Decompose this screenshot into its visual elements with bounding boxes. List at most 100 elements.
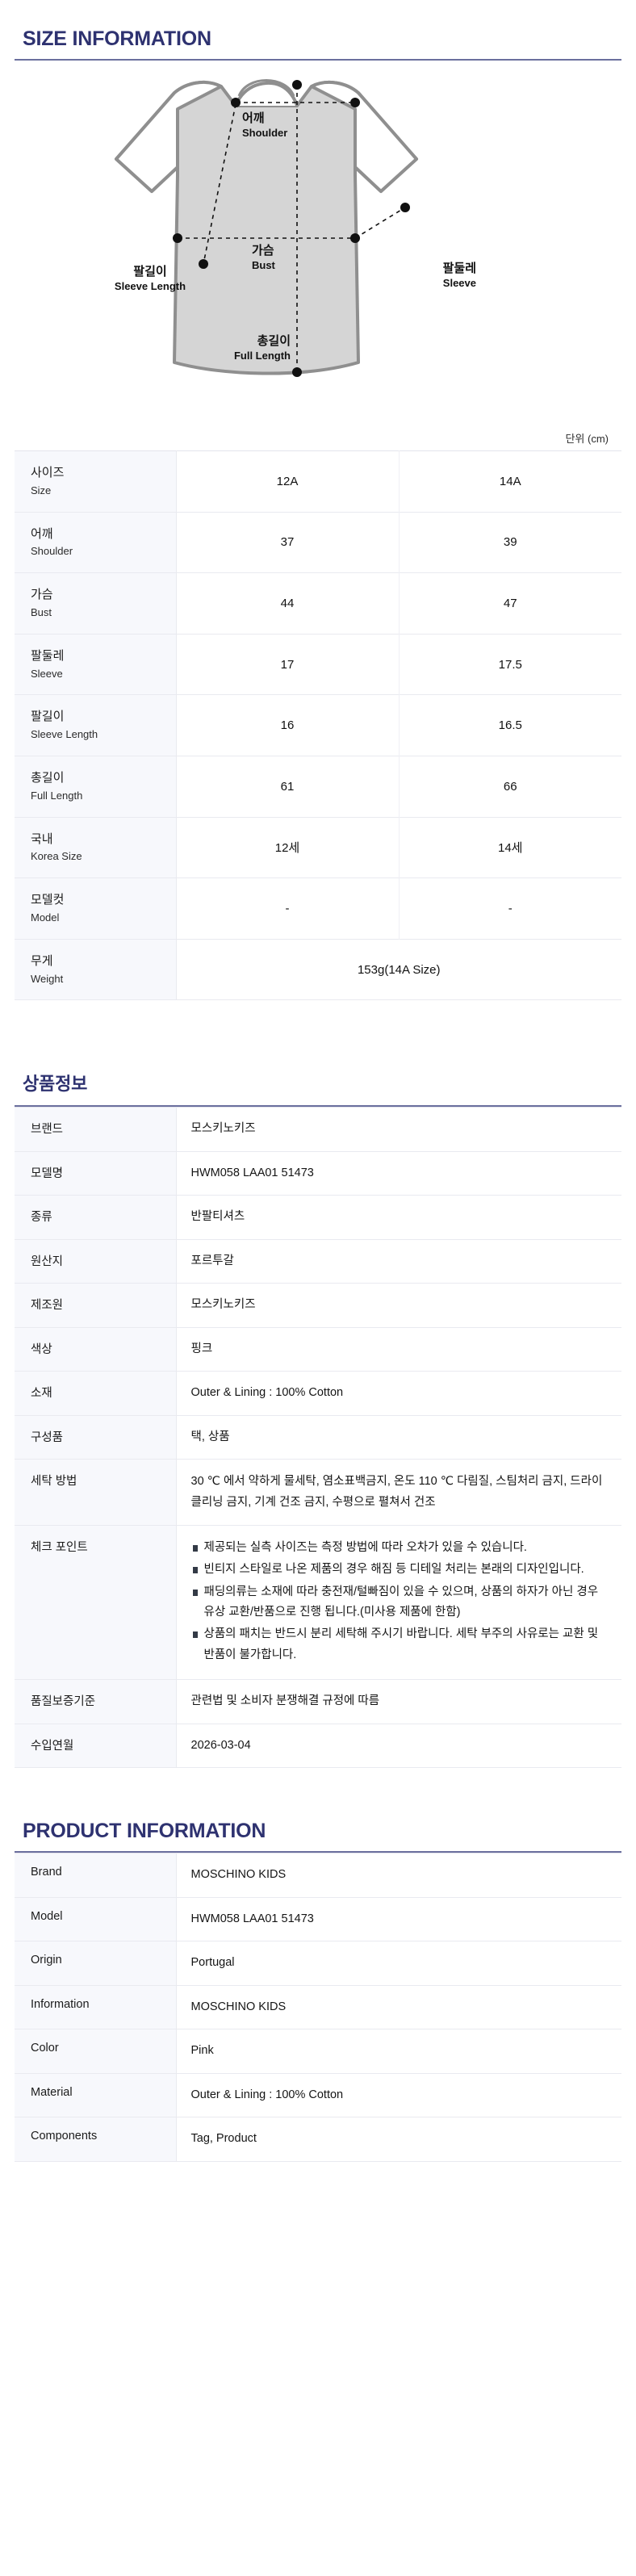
rowhead-sleeve-length: 팔길이 Sleeve Length <box>15 694 177 756</box>
rowhead-weight-en: Weight <box>31 972 64 985</box>
table-row: 색상 핑크 <box>15 1327 621 1372</box>
point-bust-left <box>173 233 182 243</box>
key-model-name: 모델명 <box>15 1151 177 1196</box>
rowhead-shoulder: 어깨 Shoulder <box>15 512 177 573</box>
label-bust-en: Bust <box>252 259 276 271</box>
table-row: 품질보증기준 관련법 및 소비자 분쟁해결 규정에 따름 <box>15 1679 621 1724</box>
key-quality-warranty: 품질보증기준 <box>15 1679 177 1724</box>
cell-model-12a: - <box>176 878 400 940</box>
value-components-en: Tag, Product <box>190 2132 257 2146</box>
rowhead-bust-en: Bust <box>31 605 52 618</box>
value-origin-en: Portugal <box>190 1956 235 1970</box>
key-brand-en: Brand <box>15 1853 177 1898</box>
cell-model-14a: - <box>508 901 513 915</box>
table-row: Components Tag, Product <box>15 2117 621 2162</box>
tshirt-measurement-svg: 어깨 Shoulder 팔둘레 Sleeve 가슴 Bust 팔길이 Sleev… <box>115 79 476 377</box>
rowhead-full-length-ko: 총길이 <box>31 770 65 785</box>
value-material: Outer & Lining : 100% Cotton <box>190 1386 344 1400</box>
key-color: 색상 <box>15 1327 177 1372</box>
value-color-en: Pink <box>190 2044 214 2058</box>
value-quality-warranty: 관련법 및 소비자 분쟁해결 규정에 따름 <box>190 1694 380 1708</box>
value-category: 반팔티셔츠 <box>190 1210 245 1224</box>
table-row: Origin Portugal <box>15 1941 621 1986</box>
list-item: 상품의 패치는 반드시 분리 세탁해 주시기 바랍니다. 세탁 부주의 사유로는… <box>191 1624 608 1665</box>
rowhead-bust: 가슴 Bust <box>15 572 177 635</box>
table-row: 브랜드 모스키노키즈 <box>15 1107 621 1152</box>
key-model-en: Model <box>15 1897 177 1941</box>
section-spacer <box>0 1768 636 1792</box>
cell-bust-12a: 44 <box>176 572 400 635</box>
sleeve-circ-guide <box>354 207 406 239</box>
product-info-ko-table: 브랜드 모스키노키즈 모델명 HWM058 LAA01 51473 종류 반팔티… <box>15 1107 621 1768</box>
point-sleeve-end <box>199 259 208 269</box>
value-origin: 포르투갈 <box>190 1254 234 1267</box>
sleeve-length-guide <box>203 103 236 265</box>
list-item: 패딩의류는 소재에 따라 충전재/털빠짐이 있을 수 있으며, 상품의 하자가 … <box>191 1582 608 1623</box>
key-information-en: Information <box>15 1985 177 2029</box>
table-row: 원산지 포르투갈 <box>15 1239 621 1284</box>
rowhead-sleeve-ko: 팔둘레 <box>31 648 65 663</box>
product-detail-page: SIZE INFORMATION <box>0 27 636 2162</box>
point-neck-top <box>292 80 302 90</box>
point-bust-right <box>350 233 360 243</box>
table-row: 모델컷 Model - - <box>15 878 621 940</box>
key-origin-en: Origin <box>15 1941 177 1986</box>
neckline-inner <box>237 79 295 97</box>
right-sleeve-path <box>310 80 418 193</box>
key-material: 소재 <box>15 1371 177 1416</box>
cell-korea-size-14a: 14세 <box>498 841 523 856</box>
label-full-length-ko: 총길이 <box>257 334 291 348</box>
rowhead-model: 모델컷 Model <box>15 878 177 940</box>
table-row-check-point: 체크 포인트 제공되는 실측 사이즈는 측정 방법에 따라 오차가 있을 수 있… <box>15 1525 621 1680</box>
table-row: 팔둘레 Sleeve 17 17.5 <box>15 634 621 695</box>
rowhead-korea-size: 국내 Korea Size <box>15 817 177 878</box>
rowhead-shoulder-en: Shoulder <box>31 545 73 558</box>
rowhead-sleeve: 팔둘레 Sleeve <box>15 634 177 695</box>
rowhead-full-length-en: Full Length <box>31 789 83 802</box>
product-information-en-heading: PRODUCT INFORMATION <box>23 1820 266 1843</box>
rowhead-size-en: Size <box>31 484 52 496</box>
label-shoulder-en: Shoulder <box>242 127 287 139</box>
table-row: Material Outer & Lining : 100% Cotton <box>15 2073 621 2117</box>
key-material-en: Material <box>15 2073 177 2117</box>
heading-divider <box>15 1105 621 1108</box>
rowhead-size-ko: 사이즈 <box>31 466 65 480</box>
cell-bust-14a: 47 <box>503 596 517 610</box>
point-sleeve-circ <box>400 203 410 212</box>
value-model-en: HWM058 LAA01 51473 <box>190 1912 314 1925</box>
point-hem <box>292 367 302 377</box>
size-column-2: 14A <box>499 474 521 488</box>
product-info-en-table: Brand MOSCHINO KIDS Model HWM058 LAA01 5… <box>15 1853 621 2162</box>
label-sleeve-length-ko: 팔길이 <box>133 264 166 279</box>
cell-sleeve-12a: 17 <box>176 634 400 695</box>
cell-full-length-12a: 61 <box>176 756 400 818</box>
point-shoulder-left <box>231 98 241 107</box>
table-row: 국내 Korea Size 12세 14세 <box>15 817 621 878</box>
table-row: 가슴 Bust 44 47 <box>15 572 621 635</box>
value-color: 핑크 <box>190 1342 213 1355</box>
value-components: 택, 상품 <box>190 1430 230 1443</box>
product-info-ko-heading: 상품정보 <box>23 1074 88 1095</box>
value-import-date: 2026-03-04 <box>190 1738 251 1752</box>
cell-shoulder-14a: 39 <box>503 535 517 550</box>
rowhead-korea-size-en: Korea Size <box>31 850 82 863</box>
label-shoulder-ko: 어깨 <box>242 111 265 125</box>
rowhead-korea-size-ko: 국내 <box>31 831 53 846</box>
label-sleeve-length-en: Sleeve Length <box>115 280 186 292</box>
table-row: 어깨 Shoulder 37 39 <box>15 512 621 573</box>
heading-divider <box>15 1851 621 1853</box>
table-row-weight: 무게 Weight 153g(14A Size) <box>15 939 621 1000</box>
key-components-en: Components <box>15 2117 177 2162</box>
rowhead-weight: 무게 Weight <box>15 939 177 1000</box>
value-material-en: Outer & Lining : 100% Cotton <box>190 2088 344 2101</box>
cell-weight-value: 153g(14A Size) <box>357 962 441 977</box>
rowhead-size: 사이즈 Size <box>15 450 177 513</box>
cell-korea-size-12a: 12세 <box>176 817 400 878</box>
value-check-point: 제공되는 실측 사이즈는 측정 방법에 따라 오차가 있을 수 있습니다. 빈티… <box>176 1525 621 1679</box>
table-row: 총길이 Full Length 61 66 <box>15 756 621 818</box>
rowhead-sleeve-en: Sleeve <box>31 667 63 680</box>
unit-note: 단위 (cm) <box>565 433 609 445</box>
size-information-heading: SIZE INFORMATION <box>23 27 211 50</box>
value-brand-en: MOSCHINO KIDS <box>190 1868 287 1882</box>
point-shoulder-right <box>350 98 360 107</box>
